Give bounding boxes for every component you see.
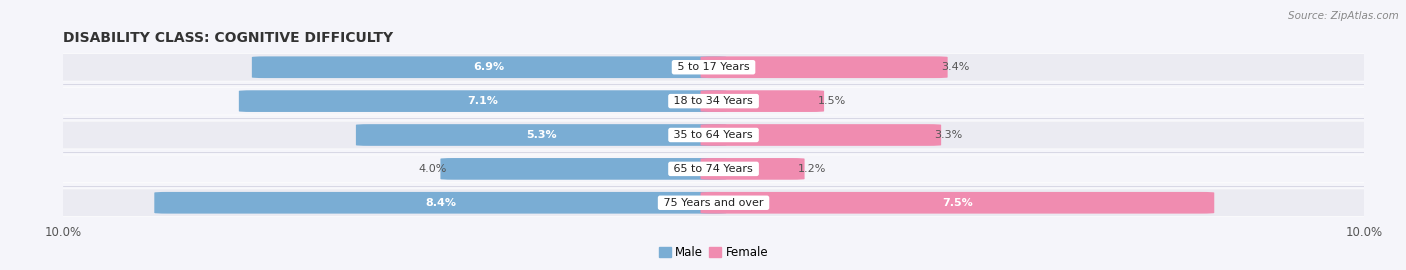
Text: 7.1%: 7.1% <box>467 96 498 106</box>
FancyBboxPatch shape <box>700 56 948 78</box>
Text: 3.3%: 3.3% <box>935 130 963 140</box>
FancyBboxPatch shape <box>155 192 727 214</box>
FancyBboxPatch shape <box>356 124 727 146</box>
FancyBboxPatch shape <box>700 192 1215 214</box>
FancyBboxPatch shape <box>700 158 804 180</box>
FancyBboxPatch shape <box>700 90 824 112</box>
Legend: Male, Female: Male, Female <box>654 241 773 264</box>
FancyBboxPatch shape <box>44 87 1384 115</box>
FancyBboxPatch shape <box>44 189 1384 217</box>
Text: 8.4%: 8.4% <box>425 198 456 208</box>
Text: 65 to 74 Years: 65 to 74 Years <box>671 164 756 174</box>
Text: 6.9%: 6.9% <box>474 62 505 72</box>
Text: 3.4%: 3.4% <box>941 62 970 72</box>
FancyBboxPatch shape <box>700 124 941 146</box>
Text: Source: ZipAtlas.com: Source: ZipAtlas.com <box>1288 11 1399 21</box>
FancyBboxPatch shape <box>252 56 727 78</box>
FancyBboxPatch shape <box>44 53 1384 81</box>
FancyBboxPatch shape <box>440 158 727 180</box>
Text: 35 to 64 Years: 35 to 64 Years <box>671 130 756 140</box>
Text: 4.0%: 4.0% <box>419 164 447 174</box>
Text: DISABILITY CLASS: COGNITIVE DIFFICULTY: DISABILITY CLASS: COGNITIVE DIFFICULTY <box>63 31 394 45</box>
Text: 5 to 17 Years: 5 to 17 Years <box>673 62 754 72</box>
Text: 7.5%: 7.5% <box>942 198 973 208</box>
Text: 1.2%: 1.2% <box>799 164 827 174</box>
Text: 18 to 34 Years: 18 to 34 Years <box>671 96 756 106</box>
FancyBboxPatch shape <box>44 121 1384 149</box>
FancyBboxPatch shape <box>239 90 727 112</box>
Text: 1.5%: 1.5% <box>818 96 846 106</box>
FancyBboxPatch shape <box>44 155 1384 183</box>
Text: 5.3%: 5.3% <box>526 130 557 140</box>
Text: 75 Years and over: 75 Years and over <box>659 198 768 208</box>
